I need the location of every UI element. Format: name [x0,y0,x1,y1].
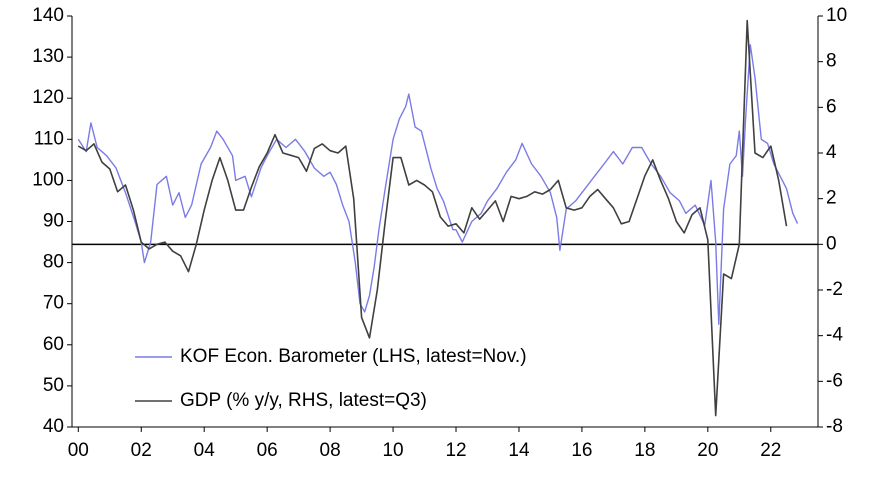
x-tick-label: 02 [131,440,152,461]
series-line [77,44,799,325]
x-tick-label: 20 [697,440,718,461]
y-tick-label: 60 [43,334,64,355]
x-tick-label: 06 [257,440,278,461]
y-tick-label: 110 [34,128,64,149]
y2-tick-label: 10 [826,5,847,26]
x-tick-label: 14 [508,440,530,461]
x-tick-label: 18 [634,440,655,461]
y2-tick-label: 2 [826,188,837,209]
x-tick-label: 16 [571,440,592,461]
legend-label: KOF Econ. Barometer (LHS, latest=Nov.) [180,346,527,367]
y2-tick-label: -4 [826,325,843,346]
y-tick-label: 100 [32,169,64,190]
y2-tick-label: 4 [826,142,837,163]
x-tick-label: 00 [68,440,89,461]
y2-tick-label: -2 [826,279,843,300]
x-tick-label: 08 [320,440,341,461]
x-tick-label: 10 [382,440,403,461]
y-tick-label: 130 [32,46,64,67]
y2-tick-label: 6 [826,96,837,117]
x-tick-label: 22 [760,440,781,461]
y-tick-label: 140 [32,5,64,26]
x-tick-label: 12 [445,440,466,461]
y-tick-label: 80 [43,252,64,273]
y-tick-label: 120 [32,87,64,108]
y2-tick-label: -8 [826,416,843,437]
series-line [77,19,788,417]
y-tick-label: 40 [43,416,64,437]
y-tick-label: 50 [43,375,64,396]
y2-tick-label: -6 [826,370,843,391]
y-tick-label: 90 [43,211,64,232]
legend-label: GDP (% y/y, RHS, latest=Q3) [180,390,427,411]
y-tick-label: 70 [43,293,64,314]
y2-tick-label: 8 [826,51,837,72]
y2-tick-label: 0 [826,233,837,254]
x-tick-label: 04 [194,440,216,461]
